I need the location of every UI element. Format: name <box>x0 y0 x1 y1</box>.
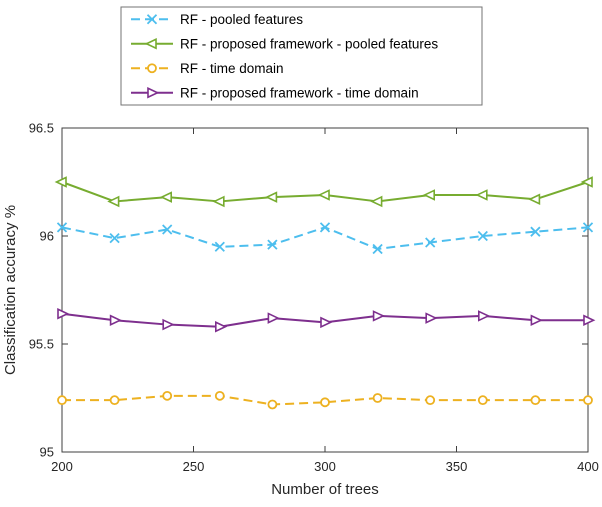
triangle-right-marker-icon <box>583 314 596 327</box>
triangle-right-marker-icon <box>162 318 175 331</box>
triangle-left-marker-icon <box>475 189 488 201</box>
series-3 <box>57 307 596 333</box>
triangle-right-marker-icon <box>267 312 280 324</box>
triangle-right-marker-icon <box>109 314 122 327</box>
triangle-right-marker-icon <box>215 320 228 333</box>
circle-marker-icon <box>320 397 330 408</box>
x-tick-label: 400 <box>577 459 599 474</box>
x-marker-icon <box>425 237 436 248</box>
x-tick-label: 200 <box>51 459 73 474</box>
y-tick-label: 96.5 <box>29 121 54 136</box>
series-0 <box>56 222 594 255</box>
x-tick-label: 350 <box>446 459 468 474</box>
triangle-left-marker-icon <box>317 189 330 201</box>
x-marker-icon <box>319 222 331 233</box>
x-marker-icon <box>267 239 278 250</box>
triangle-right-marker-icon <box>530 314 543 327</box>
triangle-right-marker-icon <box>478 310 491 322</box>
triangle-right-marker-icon <box>57 307 70 320</box>
circle-marker-icon <box>57 395 67 406</box>
triangle-right-marker-icon <box>372 310 385 322</box>
triangle-left-marker-icon <box>580 176 593 188</box>
circle-marker-icon <box>425 395 436 406</box>
y-tick-label: 95.5 <box>29 337 54 352</box>
series-line <box>62 394 588 406</box>
triangle-right-marker-icon <box>147 86 160 99</box>
circle-marker-icon <box>147 63 157 74</box>
circle-marker-icon <box>583 395 593 406</box>
x-marker-icon <box>214 241 225 252</box>
triangle-left-marker-icon <box>265 191 278 203</box>
legend-item: RF - proposed framework - time domain <box>131 85 419 100</box>
circle-marker-icon <box>372 393 383 403</box>
x-marker-icon <box>477 230 488 242</box>
legend-item: RF - proposed framework - pooled feature… <box>131 36 438 51</box>
triangle-left-marker-icon <box>159 191 172 203</box>
legend-item: RF - time domain <box>131 61 284 76</box>
triangle-left-marker-icon <box>107 195 120 208</box>
legend-item: RF - pooled features <box>131 12 303 27</box>
legend-label: RF - pooled features <box>180 12 303 27</box>
circle-marker-icon <box>477 395 488 406</box>
circle-marker-icon <box>214 390 225 401</box>
triangle-left-marker-icon <box>54 176 67 188</box>
y-tick-label: 95 <box>40 445 54 460</box>
circle-marker-icon <box>530 395 541 406</box>
triangle-right-marker-icon <box>320 316 333 329</box>
x-marker-icon <box>582 222 594 233</box>
triangle-left-marker-icon <box>144 37 157 50</box>
triangle-right-marker-icon <box>425 312 438 324</box>
series-1 <box>54 176 593 208</box>
legend-box <box>120 6 483 106</box>
x-tick-label: 300 <box>314 459 336 474</box>
legend-label: RF - proposed framework - time domain <box>180 85 419 100</box>
triangle-left-marker-icon <box>212 195 225 208</box>
y-axis-label: Classification accuracy % <box>2 205 19 375</box>
x-marker-icon <box>56 222 68 233</box>
y-tick-label: 96 <box>40 229 54 244</box>
series-2 <box>57 390 593 410</box>
series-line <box>61 226 589 250</box>
x-tick-label: 250 <box>183 459 205 474</box>
x-marker-icon <box>530 226 541 237</box>
triangle-left-marker-icon <box>370 195 383 208</box>
x-marker-icon <box>146 14 158 25</box>
circle-marker-icon <box>267 399 278 410</box>
x-marker-icon <box>162 224 173 235</box>
x-marker-icon <box>109 233 120 244</box>
x-marker-icon <box>372 243 383 255</box>
triangle-left-marker-icon <box>528 193 541 206</box>
triangle-left-marker-icon <box>422 189 435 201</box>
legend: RF - pooled features RF - proposed framew… <box>120 6 483 106</box>
circle-marker-icon <box>109 395 120 406</box>
plot-area: 200 250 300 350 400 95 95.5 96 96.5 <box>29 121 599 475</box>
legend-label: RF - time domain <box>180 61 284 76</box>
legend-label: RF - proposed framework - pooled feature… <box>180 36 438 51</box>
circle-marker-icon <box>162 390 173 401</box>
x-axis-label: Number of trees <box>271 481 379 498</box>
